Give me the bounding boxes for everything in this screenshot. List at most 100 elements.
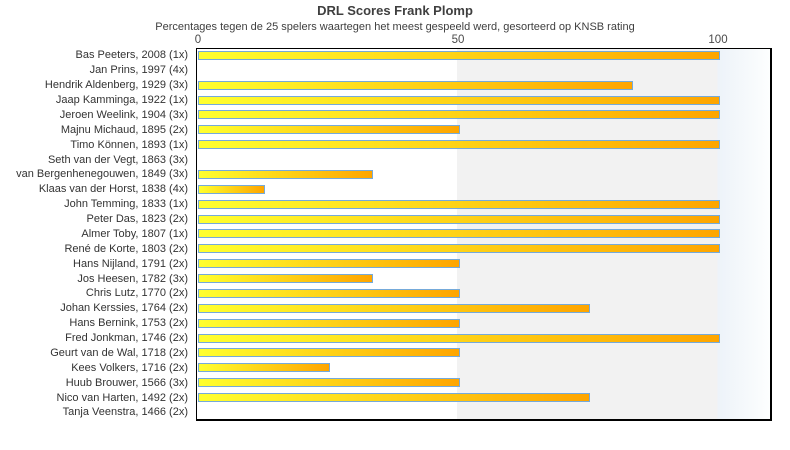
bar-area: [198, 167, 374, 182]
category-label: Hendrik Aldenberg, 1929 (3x): [44, 79, 188, 92]
bar-area: [198, 182, 265, 197]
table-row: Hendrik Aldenberg, 1929 (3x): [0, 78, 790, 93]
bar-area: [198, 122, 460, 137]
score-bar: [198, 140, 720, 150]
table-row: Chris Lutz, 1770 (2x): [0, 286, 790, 301]
bar-area: [198, 212, 720, 227]
table-row: Hans Nijland, 1791 (2x): [0, 256, 790, 271]
category-label: Hans Nijland, 1791 (2x): [73, 257, 188, 270]
score-bar: [198, 393, 590, 403]
table-row: Huub Brouwer, 1566 (3x): [0, 375, 790, 390]
table-row: Jan Prins, 1997 (4x): [0, 63, 790, 78]
score-bar: [198, 318, 460, 328]
category-label: Johan Kerssies, 1764 (2x): [60, 302, 188, 315]
category-label: Kees Volkers, 1716 (2x): [71, 361, 188, 374]
bar-area: [198, 48, 720, 63]
table-row: Majnu Michaud, 1895 (2x): [0, 122, 790, 137]
table-row: Fred Jonkman, 1746 (2x): [0, 331, 790, 346]
bar-area: [198, 271, 374, 286]
category-label: Almer Toby, 1807 (1x): [81, 227, 188, 240]
score-bar: [198, 244, 720, 254]
bar-area: [198, 331, 720, 346]
category-label: Fred Jonkman, 1746 (2x): [65, 332, 188, 345]
score-bar: [198, 333, 720, 343]
score-bar: [198, 125, 460, 135]
x-axis-tick-label: 0: [194, 34, 202, 46]
table-row: Seth van der Vegt, 1863 (3x): [0, 152, 790, 167]
score-bar: [198, 303, 590, 313]
score-bar: [198, 363, 330, 373]
chart-subtitle: Percentages tegen de 25 spelers waartege…: [155, 21, 635, 33]
table-row: Jeroen Weelink, 1904 (3x): [0, 108, 790, 123]
table-row: Klaas van der Horst, 1838 (4x): [0, 182, 790, 197]
score-bar: [198, 169, 374, 179]
score-bar: [198, 110, 720, 120]
category-label: Peter Das, 1823 (2x): [86, 213, 189, 226]
bar-rows: Bas Peeters, 2008 (1x) Jan Prins, 1997 (…: [0, 48, 790, 420]
category-label: Majnu Michaud, 1895 (2x): [60, 123, 188, 136]
table-row: Johan Kerssies, 1764 (2x): [0, 301, 790, 316]
bar-area: [198, 197, 720, 212]
table-row: van Bergenhenegouwen, 1849 (3x): [0, 167, 790, 182]
category-label: Seth van der Vegt, 1863 (3x): [47, 153, 188, 166]
bar-area: [198, 256, 460, 271]
category-label: Jaap Kamminga, 1922 (1x): [55, 94, 188, 107]
category-label: John Temming, 1833 (1x): [64, 198, 188, 211]
score-bar: [198, 184, 265, 194]
category-label: Tanja Veenstra, 1466 (2x): [62, 406, 188, 419]
bar-area: [198, 227, 720, 242]
category-label: Nico van Harten, 1492 (2x): [56, 391, 188, 404]
table-row: Bas Peeters, 2008 (1x): [0, 48, 790, 63]
category-label: Klaas van der Horst, 1838 (4x): [38, 183, 188, 196]
bar-area: [198, 108, 720, 123]
score-bar: [198, 95, 720, 105]
table-row: Peter Das, 1823 (2x): [0, 212, 790, 227]
bar-area: [198, 241, 720, 256]
category-label: Bas Peeters, 2008 (1x): [75, 49, 188, 62]
category-label: Huub Brouwer, 1566 (3x): [65, 376, 188, 389]
score-bar: [198, 348, 460, 358]
bar-area: [198, 390, 590, 405]
score-bar: [198, 378, 460, 388]
score-bar: [198, 259, 460, 269]
bar-area: [198, 346, 460, 361]
table-row: Timo Können, 1893 (1x): [0, 137, 790, 152]
table-row: Jos Heesen, 1782 (3x): [0, 271, 790, 286]
bar-area: [198, 375, 460, 390]
table-row: Tanja Veenstra, 1466 (2x): [0, 405, 790, 420]
score-bar: [198, 274, 374, 284]
table-row: Nico van Harten, 1492 (2x): [0, 390, 790, 405]
category-label: René de Korte, 1803 (2x): [64, 242, 188, 255]
category-label: Hans Bernink, 1753 (2x): [69, 317, 188, 330]
category-label: Jos Heesen, 1782 (3x): [77, 272, 188, 285]
bar-area: [198, 137, 720, 152]
score-bar: [198, 288, 460, 298]
category-label: Timo Können, 1893 (1x): [70, 138, 188, 151]
table-row: John Temming, 1833 (1x): [0, 197, 790, 212]
x-axis-tick-label: 100: [708, 34, 728, 46]
x-axis-tick-label: 50: [451, 34, 465, 46]
category-label: Jan Prins, 1997 (4x): [89, 64, 188, 77]
bar-area: [198, 316, 460, 331]
score-bar: [198, 50, 720, 60]
score-bar: [198, 80, 634, 90]
score-bar: [198, 214, 720, 224]
bar-area: [198, 286, 460, 301]
category-label: Geurt van de Wal, 1718 (2x): [50, 346, 188, 359]
bar-area: [198, 93, 720, 108]
table-row: Geurt van de Wal, 1718 (2x): [0, 346, 790, 361]
bar-area: [198, 301, 590, 316]
category-label: Jeroen Weelink, 1904 (3x): [59, 108, 188, 121]
table-row: Almer Toby, 1807 (1x): [0, 227, 790, 242]
score-bar: [198, 229, 720, 239]
category-label: Chris Lutz, 1770 (2x): [85, 287, 188, 300]
x-axis: 0 50 100: [0, 34, 790, 47]
table-row: Jaap Kamminga, 1922 (1x): [0, 93, 790, 108]
table-row: René de Korte, 1803 (2x): [0, 241, 790, 256]
table-row: Hans Bernink, 1753 (2x): [0, 316, 790, 331]
bar-area: [198, 360, 330, 375]
table-row: Kees Volkers, 1716 (2x): [0, 360, 790, 375]
score-bar: [198, 199, 720, 209]
bar-area: [198, 78, 634, 93]
